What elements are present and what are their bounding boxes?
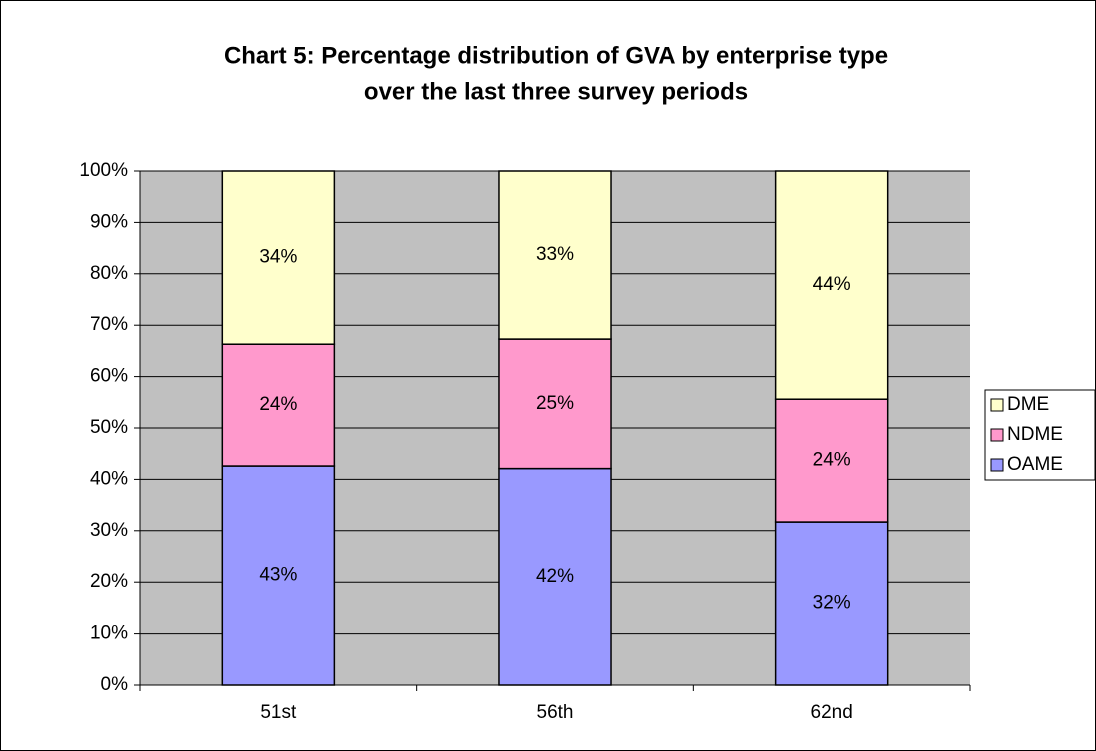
y-tick-label: 70% [90, 314, 128, 335]
y-tick-label: 80% [90, 263, 128, 284]
x-tick-label: 51st [260, 702, 297, 723]
y-tick-label: 90% [90, 211, 128, 232]
data-label: 44% [813, 274, 851, 295]
bar-segment [498, 467, 612, 686]
legend-swatch [990, 458, 1004, 472]
bar-segment [221, 343, 336, 467]
chart-title: Chart 5: Percentage distribution of GVA … [224, 42, 888, 69]
x-tick-label: 62nd [811, 702, 853, 723]
data-label: 25% [536, 393, 574, 414]
y-tick-label: 30% [90, 520, 128, 541]
bar-segment [774, 398, 889, 523]
data-label: 42% [536, 566, 574, 587]
data-label: 43% [259, 565, 297, 586]
y-tick-label: 50% [90, 417, 128, 438]
y-tick-label: 0% [101, 674, 129, 695]
chart-title: over the last three survey periods [364, 78, 748, 105]
legend-label: OAME [1007, 454, 1063, 475]
legend-label: NDME [1007, 424, 1063, 445]
data-label: 34% [259, 247, 297, 268]
data-label: 33% [536, 244, 574, 265]
bar-segment [774, 170, 889, 400]
bar-segment [498, 170, 612, 340]
data-label: 24% [259, 394, 297, 415]
bar-segment [498, 338, 612, 470]
bar-segment [221, 170, 336, 345]
y-tick-label: 10% [90, 623, 128, 644]
data-label: 24% [813, 450, 851, 471]
legend-swatch [990, 428, 1004, 442]
bar-segment [221, 465, 336, 686]
y-tick-label: 60% [90, 366, 128, 387]
y-tick-label: 100% [79, 160, 128, 181]
y-tick-label: 40% [90, 468, 128, 489]
legend-swatch [990, 398, 1004, 412]
x-tick-label: 56th [537, 702, 574, 723]
legend-label: DME [1007, 394, 1049, 415]
y-tick-label: 20% [90, 571, 128, 592]
bar-segment [774, 521, 889, 686]
data-label: 32% [813, 593, 851, 614]
